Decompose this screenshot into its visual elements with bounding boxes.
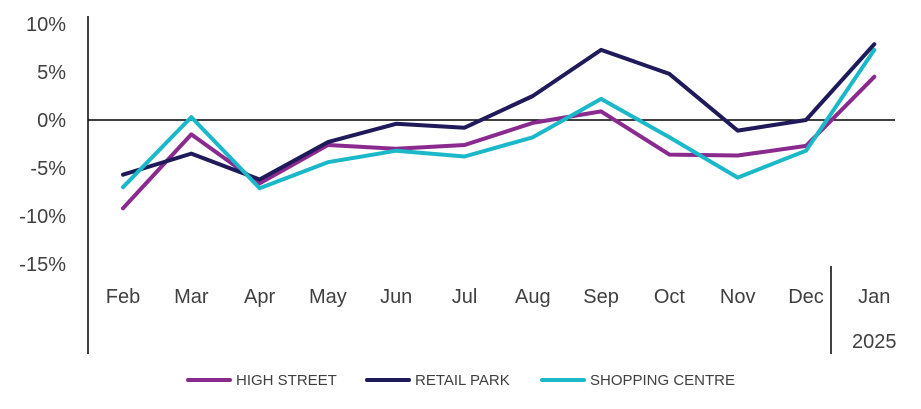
series-lines	[121, 42, 877, 211]
legend-swatch-shopping-centre	[540, 378, 586, 382]
series-line-high-street	[121, 74, 877, 211]
x-tick-label: Nov	[720, 286, 756, 308]
y-tick-label: 0%	[37, 110, 66, 132]
legend-label-retail-park: RETAIL PARK	[415, 371, 510, 389]
x-tick-label: Mar	[174, 286, 209, 308]
legend-swatch-retail-park	[365, 378, 411, 382]
y-tick-label: -5%	[30, 158, 66, 180]
x-tick-label: Jul	[452, 286, 478, 308]
x-axis-tick-labels: Feb Mar Apr May Jun Jul Aug Sep Oct Nov Dec Jan 2025	[106, 286, 897, 353]
y-tick-label: 5%	[37, 62, 66, 84]
y-tick-label: 10%	[26, 14, 66, 36]
x-tick-label: Jan	[858, 286, 890, 308]
chart-axes	[87, 16, 895, 354]
legend-label-shopping-centre: SHOPPING CENTRE	[590, 371, 736, 389]
x-tick-label: Feb	[106, 286, 140, 308]
x-tick-label: Dec	[788, 286, 824, 308]
y-tick-label: -10%	[19, 206, 66, 228]
x-tick-label: Apr	[244, 286, 275, 308]
x-tick-label: Jun	[380, 286, 412, 308]
x-tick-label: May	[309, 286, 347, 308]
x-tick-label: Oct	[654, 286, 686, 308]
y-axis-tick-labels: 10% 5% 0% -5% -10% -15%	[19, 14, 66, 276]
x-tick-label: Aug	[515, 286, 551, 308]
y-tick-label: -15%	[19, 254, 66, 276]
legend-swatch-high-street	[186, 378, 232, 382]
legend-item-high-street: HIGH STREET	[186, 366, 337, 394]
legend-label-high-street: HIGH STREET	[236, 371, 337, 389]
series-line-retail-park	[121, 42, 877, 182]
x-tick-label: Sep	[583, 286, 619, 308]
legend: HIGH STREET RETAIL PARK SHOPPING CENTRE	[0, 366, 921, 394]
legend-item-retail-park: RETAIL PARK	[365, 366, 510, 394]
series-line-shopping-centre	[121, 47, 877, 191]
x-year-label: 2025	[852, 331, 897, 353]
legend-item-shopping-centre: SHOPPING CENTRE	[540, 366, 735, 394]
